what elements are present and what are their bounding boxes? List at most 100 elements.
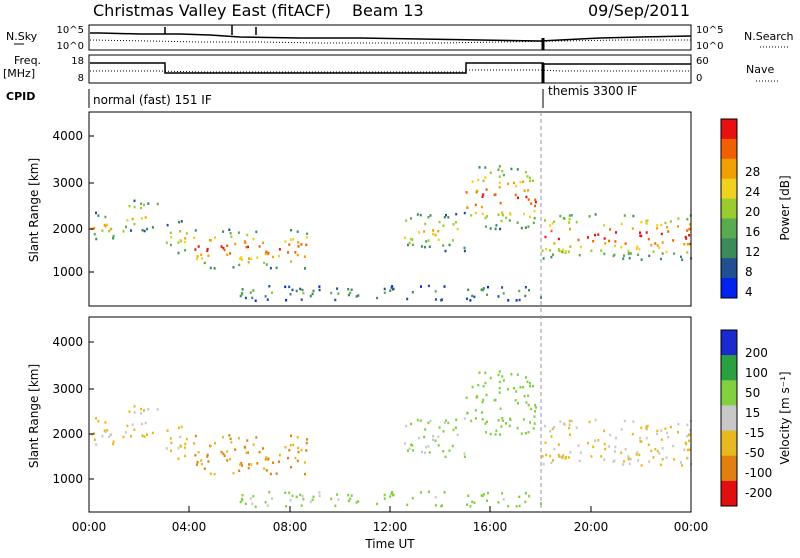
power-data-cell bbox=[594, 213, 597, 216]
velocity-data-cell bbox=[195, 463, 198, 466]
velocity-data-cell bbox=[658, 452, 661, 455]
power-data-cell bbox=[411, 238, 414, 241]
velocity-data-cell bbox=[688, 448, 691, 451]
velocity-data-cell bbox=[603, 458, 606, 461]
power-data-cell bbox=[185, 232, 188, 235]
velocity-data-cell bbox=[484, 371, 487, 375]
velocity-data-cell bbox=[267, 457, 270, 460]
power-data-cell bbox=[434, 290, 437, 293]
velocity-data-cell bbox=[93, 438, 96, 441]
velocity-data-cell bbox=[681, 464, 684, 467]
velocity-cbar-label: -15 bbox=[745, 426, 765, 440]
power-data-cell bbox=[498, 175, 501, 178]
power-data-cell bbox=[290, 229, 292, 232]
velocity-data-cell bbox=[529, 421, 531, 424]
velocity-data-cell bbox=[232, 471, 235, 475]
velocity-data-cell bbox=[389, 495, 392, 498]
power-data-cell bbox=[305, 243, 308, 247]
x-tick-label: 04:00 bbox=[172, 520, 207, 534]
velocity-data-cell bbox=[522, 385, 525, 389]
power-data-cell bbox=[196, 255, 199, 258]
power-data-cell bbox=[588, 215, 591, 218]
velocity-data-cell bbox=[452, 428, 455, 432]
power-data-cell bbox=[131, 217, 134, 221]
power-data-cell bbox=[376, 296, 379, 300]
velocity-data-cell bbox=[271, 497, 273, 500]
power-data-cell bbox=[560, 250, 563, 253]
power-data-cell bbox=[250, 257, 253, 260]
power-data-cell bbox=[207, 254, 210, 257]
power-data-cell bbox=[654, 242, 657, 245]
velocity-data-cell bbox=[442, 430, 445, 433]
velocity-cbar-label: 100 bbox=[745, 366, 768, 380]
power-data-cell bbox=[347, 293, 350, 297]
velocity-data-cell bbox=[590, 455, 593, 458]
velocity-data-cell bbox=[434, 439, 437, 442]
power-data-cell bbox=[214, 236, 216, 239]
frequency-panel: Freq. [MHz] 18 8 60 0 Nave bbox=[3, 54, 778, 84]
power-data-cell bbox=[627, 252, 630, 255]
velocity-data-cell bbox=[278, 460, 280, 463]
velocity-data-cell bbox=[612, 460, 615, 463]
velocity-data-cell bbox=[434, 504, 437, 507]
velocity-data-cell bbox=[518, 495, 521, 499]
velocity-data-cell bbox=[575, 426, 578, 429]
velocity-data-cell bbox=[309, 500, 312, 504]
velocity-data-cell bbox=[628, 462, 631, 466]
power-data-cell bbox=[631, 227, 634, 230]
velocity-data-cell bbox=[252, 495, 255, 498]
velocity-data-cell bbox=[197, 451, 200, 454]
velocity-data-cell bbox=[502, 379, 505, 382]
velocity-data-cell bbox=[357, 500, 360, 503]
velocity-data-cell bbox=[170, 441, 173, 445]
velocity-data-cell bbox=[239, 463, 242, 466]
velocity-data-cell bbox=[640, 440, 643, 443]
power-data-cell bbox=[391, 288, 394, 291]
velocity-data-cell bbox=[632, 420, 635, 423]
power-data-cell bbox=[278, 248, 281, 251]
velocity-data-cell bbox=[608, 445, 611, 448]
power-data-cell bbox=[673, 252, 676, 255]
power-data-cell bbox=[232, 266, 235, 269]
power-colorbar-cell bbox=[721, 158, 737, 180]
velocity-data-cell bbox=[514, 399, 517, 402]
power-data-cell bbox=[226, 244, 229, 247]
velocity-data-cell bbox=[527, 394, 530, 397]
power-data-cell bbox=[562, 248, 565, 252]
power-data-cell bbox=[252, 289, 255, 292]
freq-label-line1: Freq. bbox=[14, 54, 41, 67]
power-data-cell bbox=[209, 239, 212, 242]
cpid-panel: CPID normal (fast) 151 IF themis 3300 IF bbox=[6, 84, 638, 108]
power-data-cell bbox=[166, 223, 169, 227]
velocity-data-cell bbox=[419, 419, 422, 422]
velocity-data-cell bbox=[629, 457, 632, 461]
power-data-cell bbox=[140, 217, 143, 220]
velocity-data-cell bbox=[112, 440, 115, 443]
power-data-cell bbox=[437, 238, 440, 241]
velocity-data-cell bbox=[594, 418, 597, 422]
power-data-cell bbox=[656, 244, 659, 247]
power-data-cell bbox=[429, 214, 432, 217]
velocity-data-cell bbox=[200, 459, 203, 462]
velocity-data-cell bbox=[497, 419, 500, 422]
power-data-cell bbox=[312, 289, 315, 293]
velocity-colorbar-cell bbox=[721, 330, 737, 356]
velocity-data-cell bbox=[302, 497, 305, 501]
velocity-data-cell bbox=[411, 449, 414, 452]
power-data-cell bbox=[262, 241, 264, 245]
velocity-data-cell bbox=[588, 420, 591, 424]
velocity-data-cell bbox=[230, 441, 233, 444]
velocity-data-cell bbox=[553, 447, 556, 451]
velocity-data-cell bbox=[532, 384, 534, 388]
power-panel-frame bbox=[88, 111, 692, 307]
power-data-cell bbox=[525, 195, 528, 199]
velocity-data-cell bbox=[444, 455, 447, 459]
power-data-cell bbox=[106, 223, 109, 226]
velocity-data-cell bbox=[524, 432, 527, 435]
power-data-cell bbox=[295, 289, 298, 293]
power-data-cell bbox=[505, 216, 507, 220]
power-data-cell bbox=[349, 291, 352, 295]
power-data-cell bbox=[443, 216, 446, 219]
power-data-cell bbox=[110, 227, 113, 231]
power-data-cell bbox=[424, 222, 427, 226]
